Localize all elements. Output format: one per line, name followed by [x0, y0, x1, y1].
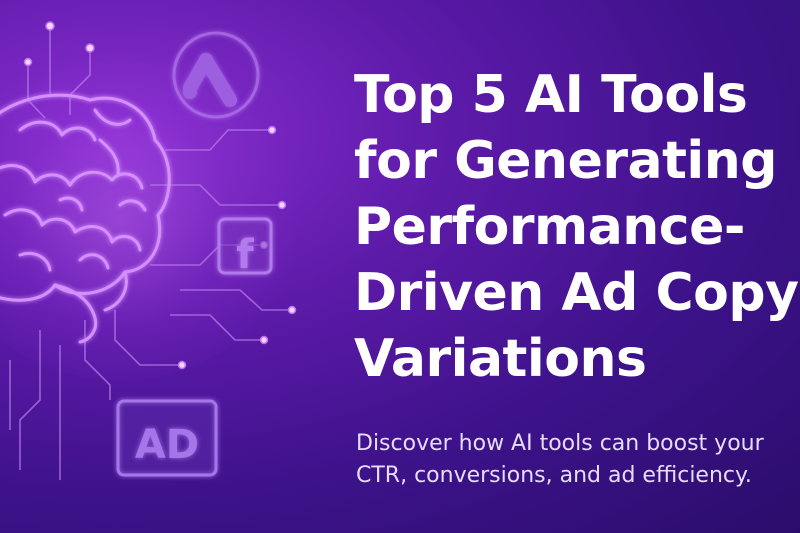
circuit-nodes [23, 21, 297, 370]
brain-icon [0, 93, 171, 344]
headline: Top 5 AI Tools for Generating Performanc… [354, 62, 800, 392]
facebook-logo-icon: f [217, 217, 273, 278]
headline-line: Variations [354, 329, 647, 389]
subtitle-line: Discover how AI tools can boost your [356, 431, 764, 456]
ad-badge-icon: AD [116, 399, 218, 477]
headline-line: Performance- [354, 197, 745, 257]
ad-badge-label: AD [135, 422, 199, 468]
headline-line: for Generating [354, 131, 778, 191]
headline-line: Driven Ad Copy [354, 263, 799, 323]
subtitle: Discover how AI tools can boost your CTR… [356, 428, 796, 492]
google-ads-logo-icon [172, 31, 260, 119]
facebook-letter: f [236, 232, 254, 278]
subtitle-line: CTR, conversions, and ad efficiency. [356, 463, 752, 488]
headline-line: Top 5 AI Tools [354, 65, 748, 125]
